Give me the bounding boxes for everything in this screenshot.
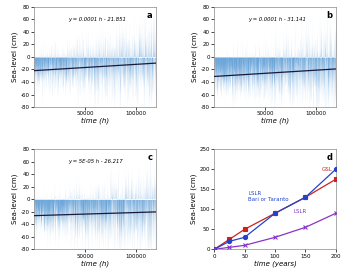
X-axis label: time (h): time (h) bbox=[261, 118, 289, 124]
Y-axis label: Sea-level (cm): Sea-level (cm) bbox=[12, 32, 18, 82]
Text: y = 5E-05 h - 26.217: y = 5E-05 h - 26.217 bbox=[68, 159, 123, 164]
Y-axis label: Sea-level (cm): Sea-level (cm) bbox=[192, 32, 198, 82]
X-axis label: time (h): time (h) bbox=[81, 118, 109, 124]
Text: y = 0.0001 h - 31.141: y = 0.0001 h - 31.141 bbox=[248, 17, 306, 22]
Y-axis label: Sea-level (cm): Sea-level (cm) bbox=[12, 174, 18, 224]
Y-axis label: Sea-level (cm): Sea-level (cm) bbox=[190, 174, 197, 224]
Text: LSLR: LSLR bbox=[293, 209, 307, 214]
Text: b: b bbox=[326, 11, 332, 20]
Text: d: d bbox=[326, 153, 332, 162]
Text: a: a bbox=[147, 11, 152, 20]
Text: GSL: GSL bbox=[321, 167, 332, 172]
X-axis label: time (years): time (years) bbox=[254, 260, 296, 267]
Text: LSLR
Bari or Taranto: LSLR Bari or Taranto bbox=[248, 191, 289, 202]
X-axis label: time (h): time (h) bbox=[81, 260, 109, 267]
Text: c: c bbox=[147, 153, 152, 162]
Text: y = 0.0001 h - 21.851: y = 0.0001 h - 21.851 bbox=[68, 17, 126, 22]
